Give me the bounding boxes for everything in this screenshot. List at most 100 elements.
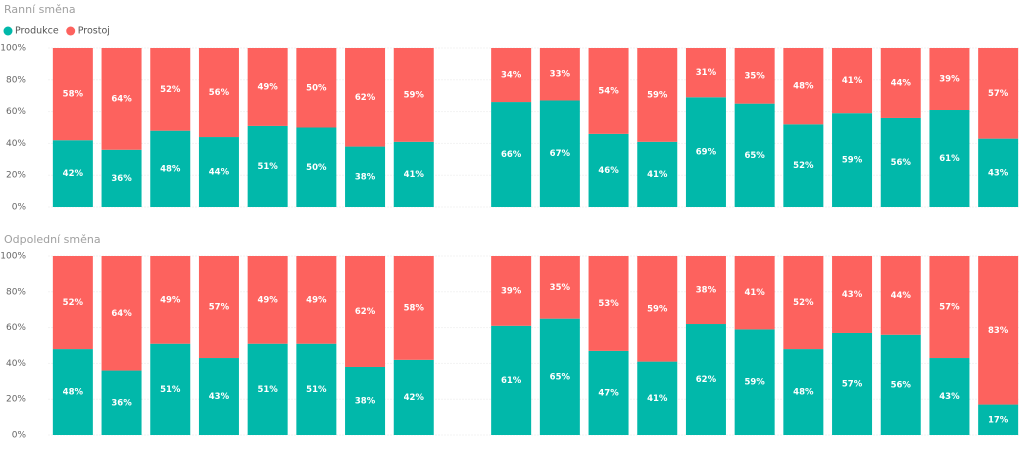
bar-segment bbox=[52, 256, 93, 350]
bar-segment bbox=[491, 256, 532, 326]
bar-segment bbox=[880, 117, 921, 207]
y-tick-label: 80% bbox=[6, 287, 26, 297]
value-label: 53% bbox=[598, 299, 619, 309]
bar-segment bbox=[101, 256, 142, 371]
value-label: 57% bbox=[209, 303, 230, 313]
chart-title: Odpolední směna bbox=[4, 233, 101, 246]
bar-segment bbox=[685, 256, 726, 325]
value-label: 59% bbox=[647, 304, 668, 314]
value-label: 51% bbox=[257, 162, 278, 172]
legend-label: Prostoj bbox=[78, 26, 110, 37]
value-label: 42% bbox=[63, 169, 84, 179]
value-label: 64% bbox=[111, 309, 132, 319]
value-label: 44% bbox=[891, 291, 912, 301]
value-label: 56% bbox=[209, 88, 230, 98]
legend-marker bbox=[3, 26, 13, 36]
bar-segment bbox=[52, 48, 93, 141]
value-label: 47% bbox=[598, 388, 619, 398]
value-label: 35% bbox=[744, 71, 765, 81]
bar-segment bbox=[978, 138, 1019, 207]
value-label: 62% bbox=[696, 375, 717, 385]
y-tick-label: 40% bbox=[6, 139, 26, 149]
bar-segment bbox=[880, 334, 921, 435]
value-label: 59% bbox=[404, 90, 425, 100]
bar-segment bbox=[783, 349, 824, 435]
value-label: 36% bbox=[111, 174, 132, 184]
bar-segment bbox=[296, 48, 337, 128]
value-label: 52% bbox=[160, 85, 181, 95]
bar-segment bbox=[101, 149, 142, 207]
bar-segment bbox=[929, 256, 970, 359]
bar-segment bbox=[539, 48, 580, 101]
y-tick-label: 60% bbox=[6, 107, 26, 117]
value-label: 41% bbox=[744, 288, 765, 298]
value-label: 51% bbox=[160, 385, 181, 395]
bar-segment bbox=[588, 256, 629, 351]
bar-segment bbox=[198, 256, 239, 359]
value-label: 56% bbox=[891, 158, 912, 168]
bar-segment bbox=[491, 48, 532, 103]
bar-segment bbox=[685, 97, 726, 207]
value-label: 43% bbox=[988, 168, 1009, 178]
bar-segment bbox=[685, 48, 726, 98]
value-label: 41% bbox=[842, 76, 863, 86]
bar-segment bbox=[929, 110, 970, 207]
value-label: 48% bbox=[160, 164, 181, 174]
bar-segment bbox=[296, 256, 337, 344]
bar-segment bbox=[101, 48, 142, 150]
value-label: 46% bbox=[598, 166, 619, 176]
value-label: 54% bbox=[598, 86, 619, 96]
bar-segment bbox=[880, 256, 921, 335]
bar-segment bbox=[685, 324, 726, 435]
bar-segment bbox=[734, 103, 775, 207]
value-label: 48% bbox=[793, 82, 814, 92]
bar-segment bbox=[150, 130, 191, 207]
value-label: 64% bbox=[111, 94, 132, 104]
value-label: 58% bbox=[63, 90, 84, 100]
bar-segment bbox=[393, 141, 434, 207]
value-label: 61% bbox=[939, 154, 960, 164]
bar-segment bbox=[637, 141, 678, 207]
value-label: 65% bbox=[550, 372, 571, 382]
y-tick-label: 0% bbox=[12, 203, 27, 213]
bar-segment bbox=[393, 256, 434, 360]
value-label: 34% bbox=[501, 71, 522, 81]
value-label: 56% bbox=[891, 380, 912, 390]
bar-segment bbox=[929, 48, 970, 111]
legend-label: Produkce bbox=[15, 26, 59, 37]
value-label: 17% bbox=[988, 415, 1009, 425]
y-tick-label: 20% bbox=[6, 395, 26, 405]
chart-title: Ranní směna bbox=[4, 3, 76, 16]
value-label: 38% bbox=[355, 396, 376, 406]
value-label: 38% bbox=[696, 286, 717, 296]
y-tick-label: 60% bbox=[6, 323, 26, 333]
bar-segment bbox=[247, 343, 288, 435]
bar-segment bbox=[247, 48, 288, 126]
value-label: 36% bbox=[111, 398, 132, 408]
value-label: 49% bbox=[257, 82, 278, 92]
bar-segment bbox=[734, 48, 775, 104]
value-label: 62% bbox=[355, 307, 376, 317]
value-label: 50% bbox=[306, 83, 327, 93]
value-label: 57% bbox=[988, 89, 1009, 99]
value-label: 50% bbox=[306, 163, 327, 173]
bar-segment bbox=[588, 48, 629, 134]
bar-segment bbox=[491, 325, 532, 435]
bar-segment bbox=[101, 370, 142, 435]
bar-segment bbox=[150, 256, 191, 344]
bar-segment bbox=[588, 350, 629, 435]
bar-segment bbox=[345, 256, 386, 367]
bar-segment bbox=[296, 127, 337, 207]
value-label: 44% bbox=[891, 78, 912, 88]
bar-segment bbox=[637, 48, 678, 142]
value-label: 39% bbox=[501, 286, 522, 296]
value-label: 57% bbox=[842, 379, 863, 389]
bar-segment bbox=[734, 256, 775, 330]
bar-segment bbox=[345, 146, 386, 207]
bar-segment bbox=[832, 332, 873, 435]
bar-segment bbox=[345, 366, 386, 435]
value-label: 51% bbox=[257, 385, 278, 395]
y-tick-label: 100% bbox=[0, 44, 26, 54]
bar-segment bbox=[198, 137, 239, 207]
bar-segment bbox=[832, 256, 873, 333]
